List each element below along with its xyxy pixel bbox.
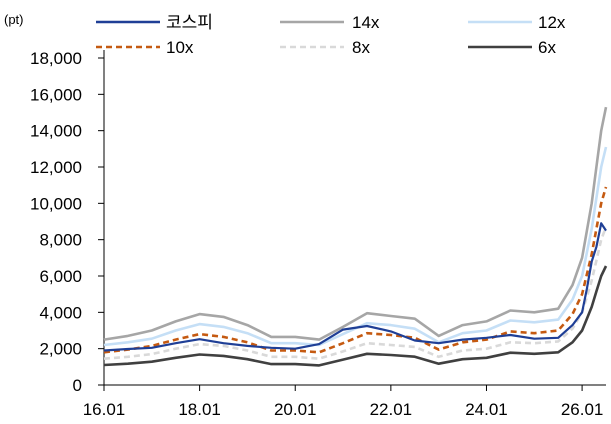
x-tick-label: 18.01	[178, 400, 221, 419]
series-line-0	[103, 222, 607, 352]
legend-label-0: 코스피	[166, 13, 213, 32]
legend-label-1: 14x	[352, 13, 380, 32]
plot-area	[103, 106, 608, 367]
y-tick-label: 16,000	[30, 85, 82, 104]
legend-label-4: 8x	[352, 38, 370, 57]
y-tick-label: 14,000	[30, 122, 82, 141]
y-unit-label: (pt)	[4, 12, 24, 27]
y-axis: 0 2,000 4,000 6,000 8,000 10,000 12,000 14,000 1…	[30, 49, 105, 395]
y-tick-label: 4,000	[39, 303, 82, 322]
y-tick-label: 10,000	[30, 194, 82, 213]
legend-label-5: 6x	[538, 38, 556, 57]
x-tick-label: 22.01	[370, 400, 413, 419]
legend-label-2: 12x	[538, 13, 566, 32]
y-tick-label: 0	[73, 376, 82, 395]
x-tick-label: 16.01	[83, 400, 126, 419]
series-line-5	[103, 265, 608, 367]
x-tick-label: 26.01	[561, 400, 604, 419]
legend: 코스피 14x 12x 10x 8x 6x	[96, 13, 566, 57]
legend-label-3: 10x	[166, 38, 194, 57]
series-line-1	[103, 106, 608, 341]
series-line-2	[103, 146, 608, 347]
y-tick-label: 12,000	[30, 158, 82, 177]
x-tick-label: 20.01	[274, 400, 317, 419]
y-tick-label: 6,000	[39, 267, 82, 286]
x-axis: 16.01 18.01 20.01 22.01 24.01 26.01	[83, 384, 606, 419]
y-tick-label: 2,000	[39, 340, 82, 359]
y-tick-label: 8,000	[39, 231, 82, 250]
series-line-3	[103, 186, 608, 354]
y-tick-label: 18,000	[30, 49, 82, 68]
x-tick-label: 24.01	[465, 400, 508, 419]
